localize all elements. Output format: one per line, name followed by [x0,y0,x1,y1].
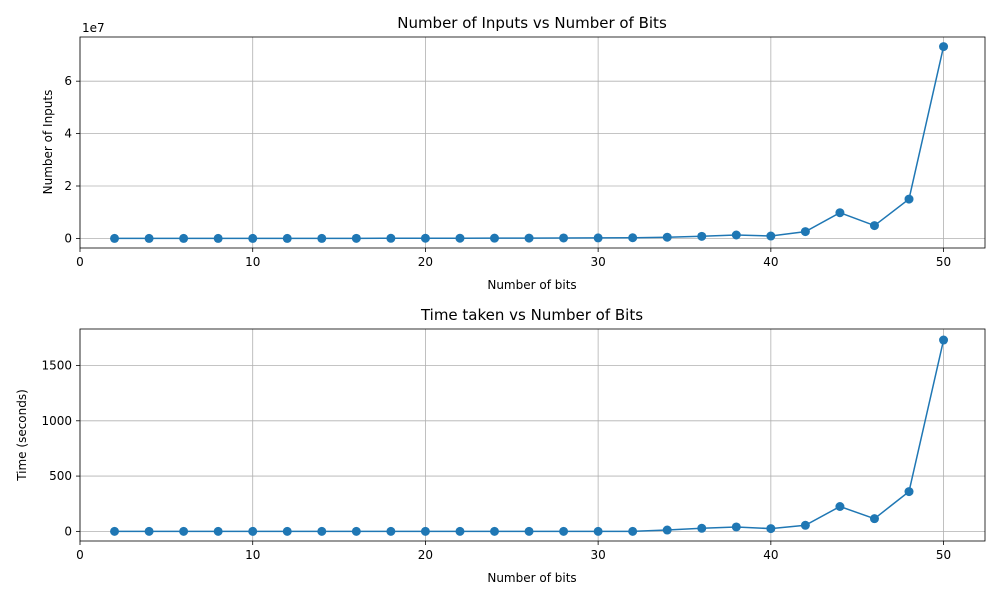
axis-ticks: 0 10 20 30 40 50 0 2 4 6 [64,74,951,269]
data-point [559,233,569,243]
data-point [351,233,361,243]
data-point [559,526,569,536]
data-point [455,233,465,243]
data-point [317,233,327,243]
chart-time-taken: Time taken vs Number of Bits 0 10 20 30 40 50… [15,306,986,585]
data-point [110,526,120,536]
x-tick-label: 50 [936,548,951,562]
plot-area [79,36,986,249]
chart-title: Time taken vs Number of Bits [420,306,643,324]
data-point [248,233,258,243]
x-axis-label: Number of bits [487,278,576,292]
series-line [114,339,945,533]
data-point [282,233,292,243]
data-point [524,526,534,536]
data-point [662,525,672,535]
data-point [455,526,465,536]
data-point [386,233,396,243]
data-point [628,233,638,243]
x-tick-label: 40 [763,255,778,269]
y-tick-label: 6 [64,74,72,88]
y-tick-label: 0 [64,231,72,245]
chart-title: Number of Inputs vs Number of Bits [397,14,667,32]
y-tick-label: 2 [64,179,72,193]
data-point [179,526,189,536]
data-point [213,233,223,243]
x-tick-label: 20 [418,255,433,269]
data-point [731,230,741,240]
x-axis-label: Number of bits [487,571,576,585]
x-tick-label: 0 [76,255,84,269]
data-point [351,526,361,536]
data-point [835,208,845,218]
x-tick-label: 30 [590,548,605,562]
y-tick-label: 1000 [41,414,72,428]
data-point [420,233,430,243]
data-point [144,233,154,243]
x-tick-label: 30 [590,255,605,269]
series-line [114,46,945,240]
data-point [766,231,776,241]
data-point [179,233,189,243]
x-tick-label: 10 [245,548,260,562]
series-markers [110,42,949,243]
data-point [662,232,672,242]
data-point [800,227,810,237]
data-point [213,526,223,536]
data-point [835,501,845,511]
data-point [766,524,776,534]
data-point [904,194,914,204]
data-point [869,514,879,524]
data-point [593,526,603,536]
x-tick-label: 20 [418,548,433,562]
data-point [420,526,430,536]
data-point [490,526,500,536]
y-offset-text: 1e7 [82,21,105,35]
x-tick-label: 0 [76,548,84,562]
plot-area [79,328,986,542]
data-point [490,233,500,243]
data-point [731,522,741,532]
data-point [939,335,949,345]
y-axis-label: Number of Inputs [41,90,55,195]
y-tick-label: 500 [49,469,72,483]
data-point [697,231,707,241]
data-point [248,526,258,536]
data-point [524,233,534,243]
data-point [110,233,120,243]
data-point [282,526,292,536]
data-point [593,233,603,243]
data-point [697,523,707,533]
data-point [317,526,327,536]
y-axis-label: Time (seconds) [15,389,29,482]
data-point [904,487,914,497]
y-tick-label: 1500 [41,358,72,372]
x-tick-label: 50 [936,255,951,269]
data-point [939,42,949,52]
y-tick-label: 4 [64,127,72,141]
x-tick-label: 10 [245,255,260,269]
x-tick-label: 40 [763,548,778,562]
data-point [144,526,154,536]
data-point [386,526,396,536]
y-tick-label: 0 [64,524,72,538]
chart-number-of-inputs: Number of Inputs vs Number of Bits 1e7 0… [41,14,986,292]
data-point [800,520,810,530]
data-point [869,221,879,231]
data-point [628,526,638,536]
series-markers [110,335,949,536]
